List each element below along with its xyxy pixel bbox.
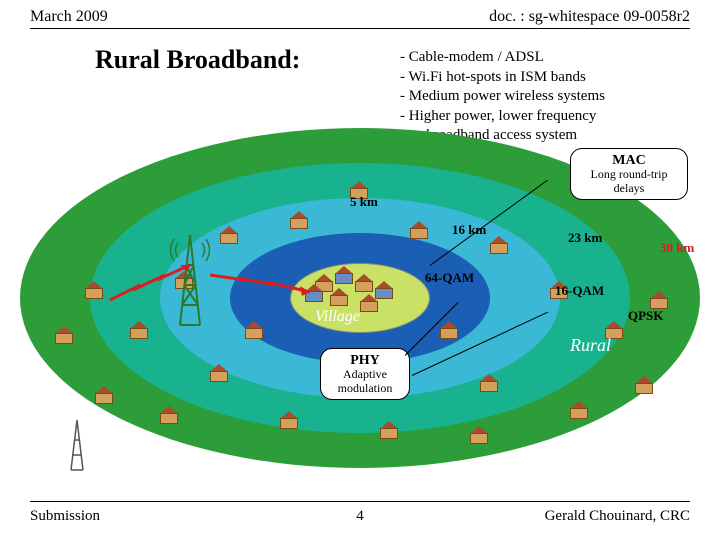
house-icon <box>95 390 113 404</box>
modulation-label: QPSK <box>628 308 663 324</box>
distance-label: 23 km <box>568 230 602 246</box>
house-icon <box>280 415 298 429</box>
modulation-label: 16-QAM <box>555 283 604 299</box>
phy-callout: PHY Adaptive modulation <box>320 348 410 400</box>
page-title: Rural Broadband: <box>95 45 300 75</box>
house-icon <box>440 325 458 339</box>
footer-right: Gerald Chouinard, CRC <box>545 508 690 525</box>
house-icon <box>380 425 398 439</box>
house-icon <box>85 285 103 299</box>
distance-label: 5 km <box>350 194 378 210</box>
house-icon <box>355 278 373 292</box>
house-icon <box>330 292 348 306</box>
house-icon <box>570 405 588 419</box>
header-date: March 2009 <box>30 8 108 26</box>
house-icon <box>375 285 393 299</box>
house-icon <box>160 410 178 424</box>
bullet-item: - Wi.Fi hot-spots in ISM bands <box>400 68 605 88</box>
house-icon <box>490 240 508 254</box>
village-label: Village <box>315 308 360 326</box>
footer-left: Submission <box>30 508 100 525</box>
distance-label: 30 km <box>660 240 694 256</box>
house-icon <box>290 215 308 229</box>
phy-sub: Adaptive modulation <box>331 368 399 394</box>
header-rule <box>30 28 690 29</box>
modulation-label: 64-QAM <box>425 270 474 286</box>
header-doc: doc. : sg-whitespace 09-0058r2 <box>489 8 690 26</box>
house-icon <box>360 298 378 312</box>
house-icon <box>650 295 668 309</box>
house-icon <box>220 230 238 244</box>
lightning-icon <box>205 270 315 305</box>
house-icon <box>210 368 228 382</box>
house-icon <box>470 430 488 444</box>
footer-rule <box>30 501 690 502</box>
house-icon <box>55 330 73 344</box>
house-icon <box>410 225 428 239</box>
coverage-diagram: 5 km 16 km 23 km 30 km 64-QAM 16-QAM QPS… <box>10 130 710 480</box>
mac-title: MAC <box>581 153 677 168</box>
house-icon <box>335 270 353 284</box>
lightning-icon <box>105 260 195 315</box>
mac-callout: MAC Long round-trip delays <box>570 148 688 200</box>
house-icon <box>480 378 498 392</box>
bullet-item: - Cable-modem / ADSL <box>400 48 605 68</box>
tower-small-icon <box>65 420 89 475</box>
rural-label: Rural <box>570 335 611 356</box>
house-icon <box>245 325 263 339</box>
page-number: 4 <box>356 508 364 525</box>
house-icon <box>635 380 653 394</box>
bullet-item: - Medium power wireless systems <box>400 87 605 107</box>
phy-title: PHY <box>331 353 399 368</box>
house-icon <box>130 325 148 339</box>
mac-sub: Long round-trip delays <box>581 168 677 194</box>
bullet-item: - Higher power, lower frequency <box>400 107 605 127</box>
